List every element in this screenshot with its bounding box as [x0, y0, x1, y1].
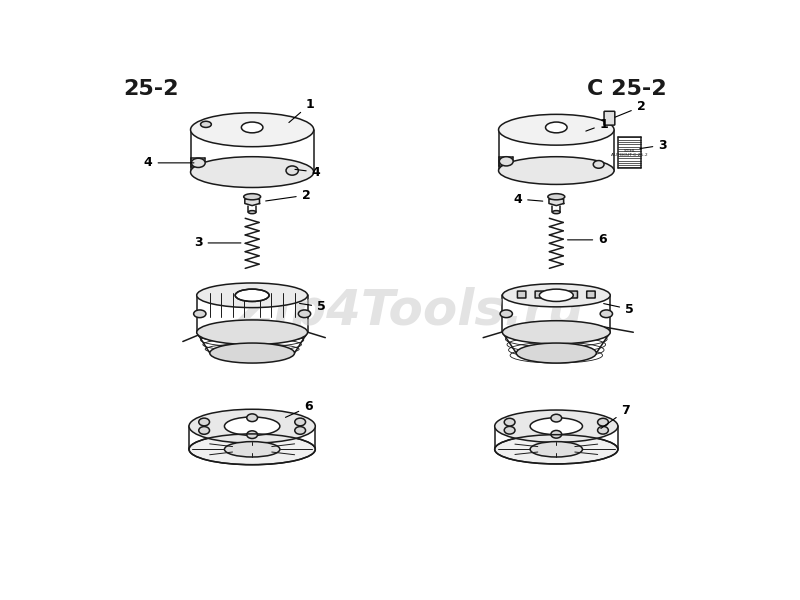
Ellipse shape	[502, 284, 610, 307]
Text: 5: 5	[604, 302, 634, 316]
Ellipse shape	[498, 115, 614, 145]
Ellipse shape	[504, 427, 515, 434]
Ellipse shape	[600, 310, 613, 317]
Ellipse shape	[546, 122, 567, 133]
Ellipse shape	[189, 409, 315, 443]
Ellipse shape	[530, 418, 582, 434]
Ellipse shape	[298, 310, 310, 317]
Ellipse shape	[548, 194, 565, 200]
Ellipse shape	[225, 442, 280, 457]
Ellipse shape	[190, 157, 314, 187]
Ellipse shape	[225, 417, 280, 436]
Ellipse shape	[516, 343, 596, 363]
Ellipse shape	[539, 289, 574, 301]
FancyBboxPatch shape	[604, 111, 615, 125]
Ellipse shape	[598, 427, 608, 434]
FancyBboxPatch shape	[518, 291, 526, 298]
Text: 6: 6	[567, 233, 607, 247]
Ellipse shape	[242, 122, 263, 133]
Ellipse shape	[248, 211, 256, 214]
Ellipse shape	[198, 427, 210, 434]
Ellipse shape	[194, 310, 206, 317]
Text: 1: 1	[289, 98, 314, 122]
Ellipse shape	[294, 427, 306, 434]
Text: 4: 4	[514, 193, 542, 206]
Polygon shape	[245, 197, 259, 206]
Text: C 25-2: C 25-2	[587, 79, 666, 99]
Ellipse shape	[294, 418, 306, 426]
Ellipse shape	[494, 410, 618, 442]
Ellipse shape	[530, 442, 582, 457]
Text: 5: 5	[299, 301, 326, 313]
FancyBboxPatch shape	[569, 291, 578, 298]
Ellipse shape	[244, 194, 261, 200]
FancyBboxPatch shape	[552, 291, 561, 298]
Ellipse shape	[197, 283, 307, 308]
Ellipse shape	[502, 321, 610, 344]
Ellipse shape	[201, 121, 211, 127]
Ellipse shape	[197, 320, 307, 344]
Ellipse shape	[189, 434, 315, 464]
FancyBboxPatch shape	[535, 291, 543, 298]
Text: 7: 7	[601, 404, 630, 428]
Text: 25-2: 25-2	[123, 79, 179, 99]
Text: 4: 4	[144, 157, 194, 169]
Ellipse shape	[498, 157, 614, 184]
Ellipse shape	[235, 289, 269, 301]
Text: STIHL
AUTOCUT C 25-2: STIHL AUTOCUT C 25-2	[611, 149, 648, 157]
Ellipse shape	[198, 418, 210, 426]
Ellipse shape	[504, 418, 515, 426]
Ellipse shape	[594, 161, 604, 168]
FancyBboxPatch shape	[586, 291, 595, 298]
Ellipse shape	[553, 211, 560, 214]
Text: 3: 3	[194, 236, 241, 250]
Ellipse shape	[286, 166, 298, 175]
Ellipse shape	[210, 343, 294, 363]
Ellipse shape	[551, 414, 562, 422]
Text: Zip4Tools.ru: Zip4Tools.ru	[237, 287, 583, 335]
Ellipse shape	[246, 431, 258, 439]
Ellipse shape	[190, 113, 314, 146]
Text: 1: 1	[586, 118, 609, 131]
Text: 2: 2	[615, 100, 646, 117]
Ellipse shape	[246, 414, 258, 422]
Text: 2: 2	[266, 188, 310, 202]
Polygon shape	[549, 197, 564, 206]
Ellipse shape	[494, 434, 618, 464]
Ellipse shape	[598, 418, 608, 426]
Text: 6: 6	[286, 400, 313, 418]
Text: 4: 4	[295, 166, 321, 179]
Text: 3: 3	[640, 139, 667, 152]
Ellipse shape	[191, 158, 205, 167]
Ellipse shape	[499, 157, 513, 166]
Ellipse shape	[500, 310, 513, 317]
Ellipse shape	[551, 430, 562, 438]
